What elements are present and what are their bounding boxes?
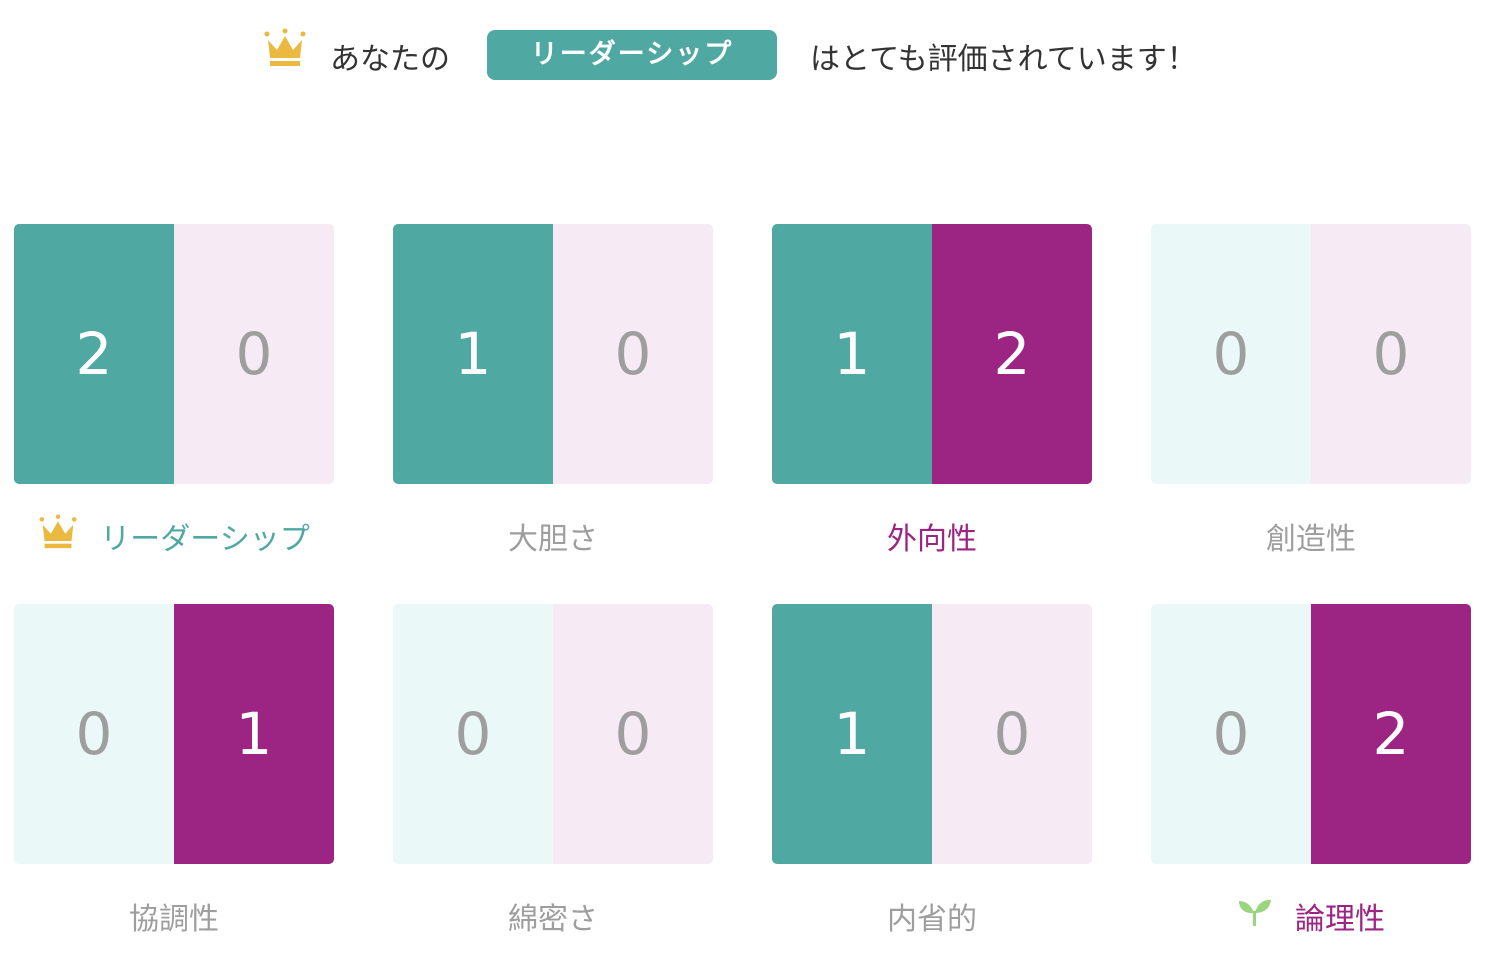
right-score: 0 [553, 604, 713, 864]
trait-label: 大胆さ [393, 514, 713, 558]
trait-label: 外向性 [772, 514, 1092, 558]
right-score: 2 [932, 224, 1092, 484]
sprout-icon [1237, 897, 1273, 935]
header-prefix: あなたの [330, 42, 450, 77]
header: あなたの リーダーシップ はとても評価されています！ [0, 28, 1498, 82]
crown-icon [38, 514, 78, 558]
trait-name: リーダーシップ [100, 522, 310, 557]
right-score: 0 [553, 224, 713, 484]
trait-label: 創造性 [1151, 514, 1471, 558]
trait-label: 協調性 [14, 894, 334, 938]
trait-name: 内省的 [887, 902, 977, 937]
trait-label: 内省的 [772, 894, 1092, 938]
right-score: 0 [1311, 224, 1471, 484]
trait-name: 論理性 [1295, 902, 1385, 937]
left-score: 0 [14, 604, 174, 864]
right-score: 1 [174, 604, 334, 864]
trait-label: 論理性 [1151, 894, 1471, 938]
trait-label: 綿密さ [393, 894, 713, 938]
left-score: 1 [772, 224, 932, 484]
left-score: 0 [1151, 224, 1311, 484]
trait-name: 大胆さ [508, 522, 598, 557]
left-score: 0 [1151, 604, 1311, 864]
trait-label: リーダーシップ [14, 514, 334, 558]
header-suffix: はとても評価されています！ [810, 42, 1197, 77]
trait-name: 綿密さ [508, 902, 598, 937]
trait-name: 協調性 [129, 902, 219, 937]
right-score: 2 [1311, 604, 1471, 864]
top-trait-badge: リーダーシップ [487, 30, 777, 80]
left-score: 2 [14, 224, 174, 484]
left-score: 1 [772, 604, 932, 864]
trait-name: 外向性 [887, 522, 977, 557]
right-score: 0 [174, 224, 334, 484]
right-score: 0 [932, 604, 1092, 864]
crown-icon [264, 28, 306, 66]
left-score: 0 [393, 604, 553, 864]
left-score: 1 [393, 224, 553, 484]
trait-name: 創造性 [1266, 522, 1356, 557]
